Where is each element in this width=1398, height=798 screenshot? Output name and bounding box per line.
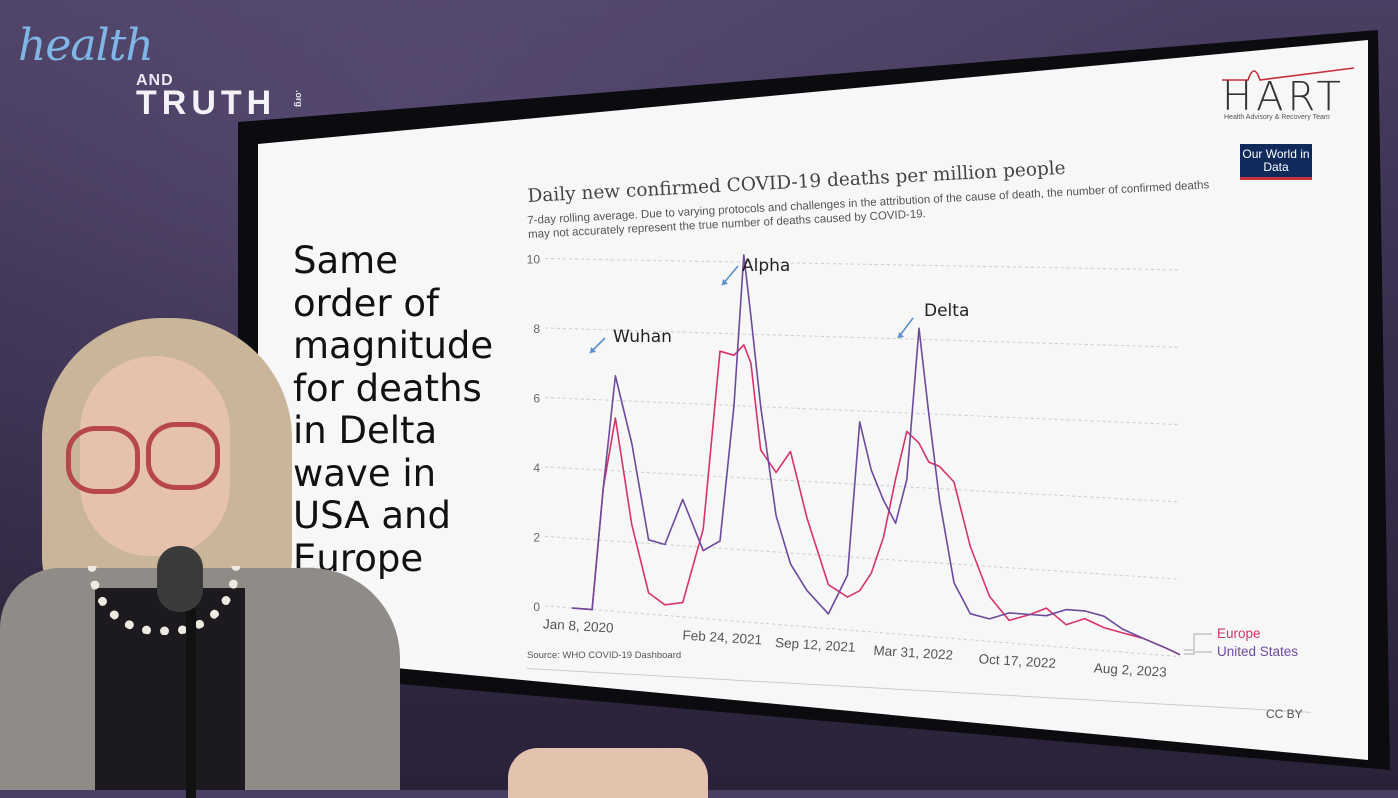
hart-logo: HART Health Advisory & Recovery Team [1218,58,1358,128]
y-tick-label: 6 [533,391,540,405]
presenter [0,318,420,798]
arrowhead-icon [722,279,728,285]
annotation-delta: Delta [924,301,969,321]
gridline [544,396,1181,426]
x-tick-label: Sep 12, 2021 [775,635,856,655]
series-line-united-states [571,254,1181,656]
gridline [544,605,1181,658]
hart-word: HART [1222,74,1345,120]
microphone [157,546,203,612]
chart-legend: Europe United States [1184,626,1298,659]
legend-connector [1184,651,1212,655]
health-and-truth-logo: health AND TRUTH .org [18,20,318,122]
x-tick-label: Aug 2, 2023 [1093,660,1167,679]
chart-grid [544,258,1181,658]
logo-truth: TRUTH [136,84,277,122]
our-world-in-data-logo: Our World in Data [1240,144,1312,180]
gridline [544,327,1181,348]
hart-subtitle: Health Advisory & Recovery Team [1224,114,1330,121]
y-tick-labels: 0 2 4 6 8 10 [527,253,541,614]
x-tick-label: Feb 24, 2021 [682,628,762,648]
presenter-hand [508,748,708,798]
arrowhead-icon [590,347,596,353]
gridline [544,466,1181,503]
presenter-face [80,356,230,556]
glasses-right-lens [146,422,220,490]
y-tick-label: 2 [533,530,540,544]
glasses-left-lens [66,426,140,494]
series-lines [571,254,1181,656]
annotation-wuhan: Wuhan [613,327,672,347]
chart-source: Source: WHO COVID-19 Dashboard [527,650,682,661]
series-line-europe [571,344,1181,656]
y-tick-label: 10 [527,253,541,267]
gridline [544,535,1181,580]
arrowhead-icon [898,332,904,338]
hart-wave-icon [1222,67,1355,81]
chart-annotations: Wuhan Alpha Delta [589,256,969,354]
gridline [544,258,1181,271]
legend-connector [1184,633,1212,651]
x-tick-labels: Jan 8, 2020 Feb 24, 2021 Sep 12, 2021 Mar 3… [543,616,1167,680]
legend-label: United States [1217,644,1298,659]
license-label: CC BY [1266,707,1303,721]
logo-and: AND [136,72,174,89]
x-tick-label: Mar 31, 2022 [873,643,953,663]
microphone-stand [186,608,196,798]
logo-script: health [18,20,154,71]
x-tick-label: Oct 17, 2022 [978,651,1056,671]
annotation-alpha: Alpha [742,256,790,276]
y-tick-label: 8 [533,322,540,336]
x-tick-label: Jan 8, 2020 [543,616,614,635]
legend-label: Europe [1217,626,1261,641]
y-tick-label: 0 [533,600,540,614]
presentation-slide [258,40,1368,760]
y-tick-label: 4 [533,461,540,475]
logo-org: .org [294,90,304,107]
